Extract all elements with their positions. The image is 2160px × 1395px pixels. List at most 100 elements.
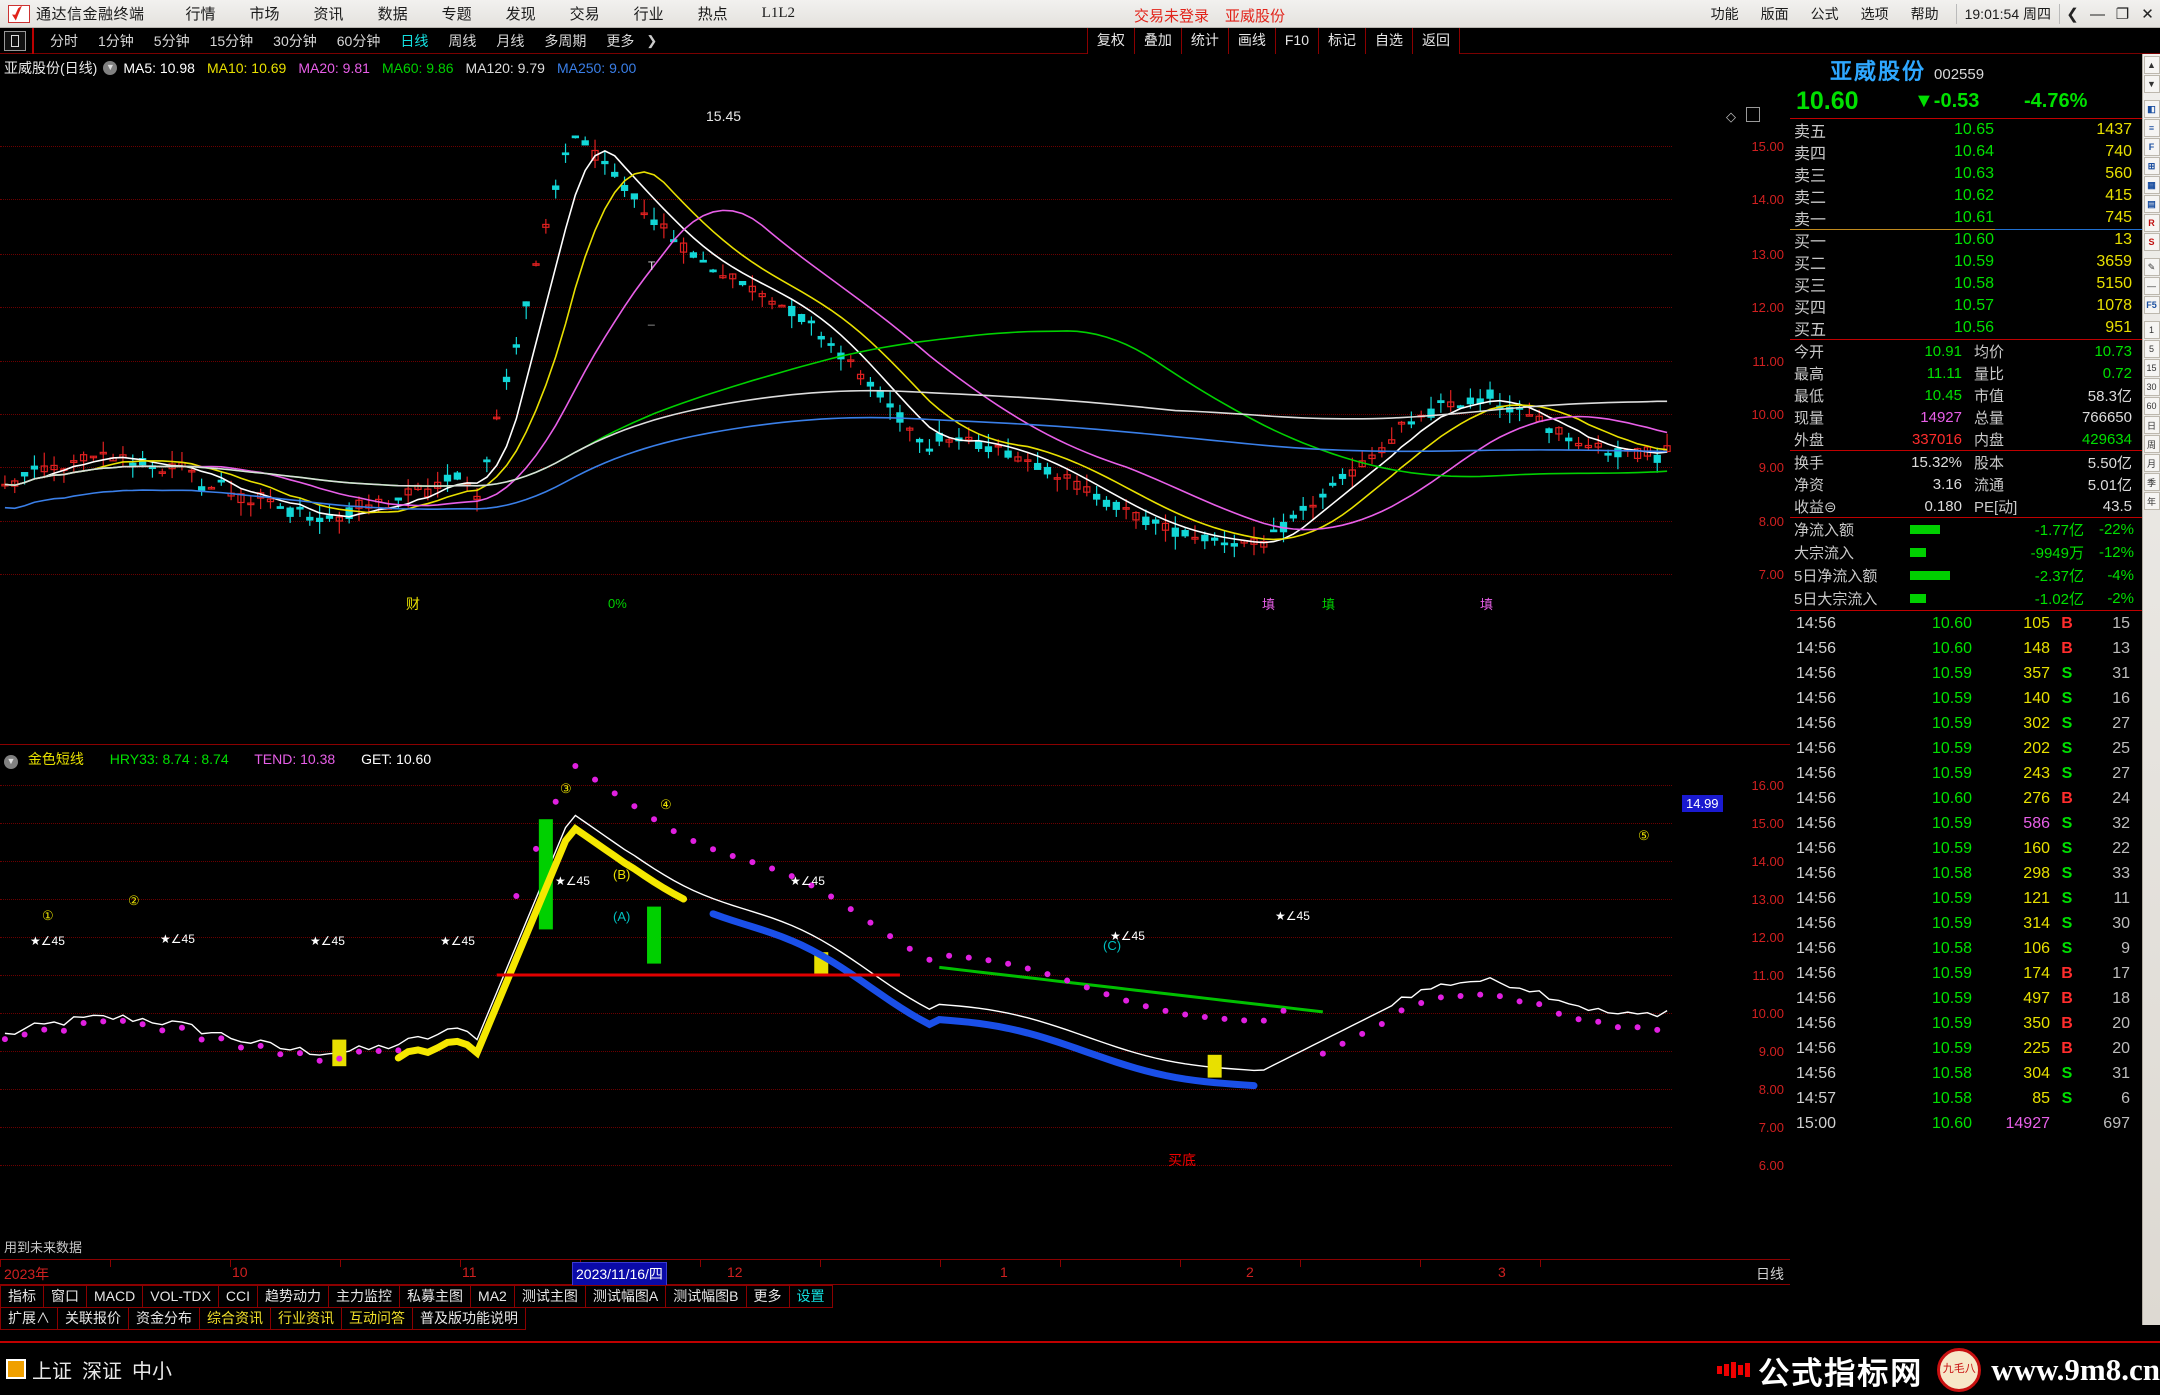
indicator-tab-11[interactable]: 测试幅图B xyxy=(665,1285,747,1308)
rail-period-日[interactable]: 日 xyxy=(2143,416,2160,434)
indicator-tab-2[interactable]: 资金分布 xyxy=(128,1307,200,1330)
panel-layout-icon[interactable] xyxy=(4,30,26,51)
indicator-tab-6[interactable]: 主力监控 xyxy=(328,1285,401,1308)
rail-period-季[interactable]: 季 xyxy=(2143,473,2160,491)
trade-not-logged-in[interactable]: 交易未登录 xyxy=(1134,8,1210,25)
menu-layout[interactable]: 版面 xyxy=(1760,6,1789,22)
period-60min[interactable]: 60分钟 xyxy=(336,32,381,49)
orderbook-row[interactable]: 买三 10.58 5150 xyxy=(1790,273,2142,295)
indicator-tab-6[interactable]: 普及版功能说明 xyxy=(412,1307,526,1330)
tick-row[interactable]: 14:56 10.59 140 S 16 xyxy=(1790,686,2142,711)
menu-item-3[interactable]: 数据 xyxy=(377,6,408,23)
menu-item-8[interactable]: 热点 xyxy=(697,6,728,23)
diamond-icon[interactable]: ◇ xyxy=(1726,109,1736,124)
down-arrow-icon[interactable]: ▼ xyxy=(2143,75,2160,93)
tool-zixuan[interactable]: 自选 xyxy=(1365,28,1413,54)
indicator-tab-8[interactable]: MA2 xyxy=(470,1285,515,1308)
index-name-2[interactable]: 中小 xyxy=(132,1360,172,1383)
tick-row[interactable]: 14:56 10.58 106 S 9 xyxy=(1790,936,2142,961)
period-5min[interactable]: 5分钟 xyxy=(153,32,190,49)
tick-row[interactable]: 14:56 10.59 586 S 32 xyxy=(1790,811,2142,836)
tool-biaoji[interactable]: 标记 xyxy=(1318,28,1366,54)
tick-row[interactable]: 14:56 10.59 160 S 22 xyxy=(1790,836,2142,861)
chart-icon[interactable]: ◧ xyxy=(2143,100,2160,118)
main-kline-chart[interactable]: 亚威股份(日线) ▼ MA5: 10.98 MA10: 10.69 MA20: … xyxy=(0,54,1790,744)
rail-period-年[interactable]: 年 xyxy=(2143,492,2160,510)
orderbook-row[interactable]: 买五 10.56 951 xyxy=(1790,317,2142,339)
rail-period-周[interactable]: 周 xyxy=(2143,435,2160,453)
tool-return[interactable]: 返回 xyxy=(1412,28,1460,54)
rail-period-5[interactable]: 5 xyxy=(2143,340,2160,358)
menu-item-1[interactable]: 市场 xyxy=(249,6,280,23)
menu-item-4[interactable]: 专题 xyxy=(441,6,472,23)
tick-row[interactable]: 14:56 10.58 298 S 33 xyxy=(1790,861,2142,886)
indicator-tab-10[interactable]: 测试幅图A xyxy=(584,1285,667,1308)
menu-item-6[interactable]: 交易 xyxy=(569,6,600,23)
calendar-icon[interactable]: ▤ xyxy=(2143,195,2160,213)
rail-period-30[interactable]: 30 xyxy=(2143,378,2160,396)
orderbook-row[interactable]: 买一 10.60 13 xyxy=(1790,229,2142,251)
maximize-icon[interactable]: ❐ xyxy=(2115,6,2130,23)
chevron-right-icon[interactable]: ❯ xyxy=(646,32,658,48)
back-icon[interactable]: ❮ xyxy=(2066,6,2079,23)
f5-icon[interactable]: F5 xyxy=(2143,296,2160,314)
menu-options[interactable]: 选项 xyxy=(1860,6,1889,22)
menu-formula[interactable]: 公式 xyxy=(1810,6,1839,22)
orderbook-sell[interactable]: 卖五 10.65 1437 卖四 10.64 740 卖三 10.63 560 … xyxy=(1790,119,2142,229)
period-fenshi[interactable]: 分时 xyxy=(50,32,78,49)
orderbook-row[interactable]: 买二 10.59 3659 xyxy=(1790,251,2142,273)
index-name-1[interactable]: 深证 xyxy=(82,1360,122,1383)
menu-func[interactable]: 功能 xyxy=(1710,6,1739,22)
tool-diejia[interactable]: 叠加 xyxy=(1133,28,1182,54)
grid-icon[interactable]: ▦ xyxy=(2143,176,2160,194)
tick-row[interactable]: 14:56 10.60 105 B 15 xyxy=(1790,611,2142,636)
indicator-tab-4[interactable]: 行业资讯 xyxy=(270,1307,342,1330)
grid-icon[interactable] xyxy=(1746,107,1760,122)
tool-tongji[interactable]: 统计 xyxy=(1180,28,1229,54)
period-more[interactable]: 更多 xyxy=(606,32,635,49)
menu-help[interactable]: 帮助 xyxy=(1910,6,1939,22)
indicator-tab-13[interactable]: 设置 xyxy=(788,1285,833,1308)
period-daily[interactable]: 日线 xyxy=(400,32,429,49)
tick-row[interactable]: 14:56 10.59 302 S 27 xyxy=(1790,711,2142,736)
period-multi[interactable]: 多周期 xyxy=(544,32,587,49)
indicator-tab-5[interactable]: 互动问答 xyxy=(341,1307,413,1330)
orderbook-row[interactable]: 卖五 10.65 1437 xyxy=(1790,119,2142,141)
orderbook-row[interactable]: 卖四 10.64 740 xyxy=(1790,141,2142,163)
date-axis[interactable]: 2023年 10 11 2023/11/16/四 12 1 2 3 日线 xyxy=(0,1259,1790,1286)
close-icon[interactable]: ✕ xyxy=(2141,6,2154,23)
tick-row[interactable]: 14:56 10.59 202 S 25 xyxy=(1790,736,2142,761)
chevron-down-icon[interactable]: ▼ xyxy=(4,755,18,769)
minus-icon[interactable]: — xyxy=(2143,277,2160,295)
rail-period-月[interactable]: 月 xyxy=(2143,454,2160,472)
indicator-tab-0[interactable]: 指标 xyxy=(0,1285,44,1308)
tool-fuquan[interactable]: 复权 xyxy=(1086,28,1135,54)
index-name-0[interactable]: 上证 xyxy=(32,1360,72,1383)
tool-huaxian[interactable]: 画线 xyxy=(1227,28,1276,54)
indicator-tab-1[interactable]: 关联报价 xyxy=(57,1307,129,1330)
tick-row[interactable]: 14:56 10.59 350 B 20 xyxy=(1790,1011,2142,1036)
current-stock-notice[interactable]: 亚威股份 xyxy=(1225,8,1286,25)
up-arrow-icon[interactable]: ▲ xyxy=(2143,56,2160,74)
rail-period-15[interactable]: 15 xyxy=(2143,359,2160,377)
market-toggle-icon[interactable] xyxy=(6,1359,26,1379)
tick-row[interactable]: 15:00 10.60 14927 697 xyxy=(1790,1111,2142,1136)
tick-row[interactable]: 14:56 10.60 276 B 24 xyxy=(1790,786,2142,811)
indicator-tab-4[interactable]: CCI xyxy=(217,1285,259,1308)
indicator-tab-1[interactable]: 窗口 xyxy=(43,1285,87,1308)
indicator-tab-12[interactable]: 更多 xyxy=(745,1285,790,1308)
tool-f10[interactable]: F10 xyxy=(1274,28,1319,54)
menu-item-9[interactable]: L1L2 xyxy=(761,5,795,21)
tick-list[interactable]: 14:56 10.60 105 B 15 14:56 10.60 148 B 1… xyxy=(1790,611,2142,1136)
rail-period-1[interactable]: 1 xyxy=(2143,321,2160,339)
menu-item-2[interactable]: 资讯 xyxy=(313,6,344,23)
indicator-tab-0[interactable]: 扩展∧ xyxy=(0,1307,58,1330)
indicator-tab-3[interactable]: 综合资讯 xyxy=(199,1307,271,1330)
tick-row[interactable]: 14:57 10.58 85 S 6 xyxy=(1790,1086,2142,1111)
tick-row[interactable]: 14:56 10.59 225 B 20 xyxy=(1790,1036,2142,1061)
f-icon[interactable]: F xyxy=(2143,138,2160,156)
period-weekly[interactable]: 周线 xyxy=(448,32,477,49)
menu-item-7[interactable]: 行业 xyxy=(633,6,664,23)
indicator-tab-3[interactable]: VOL-TDX xyxy=(142,1285,219,1308)
tick-row[interactable]: 14:56 10.59 121 S 11 xyxy=(1790,886,2142,911)
